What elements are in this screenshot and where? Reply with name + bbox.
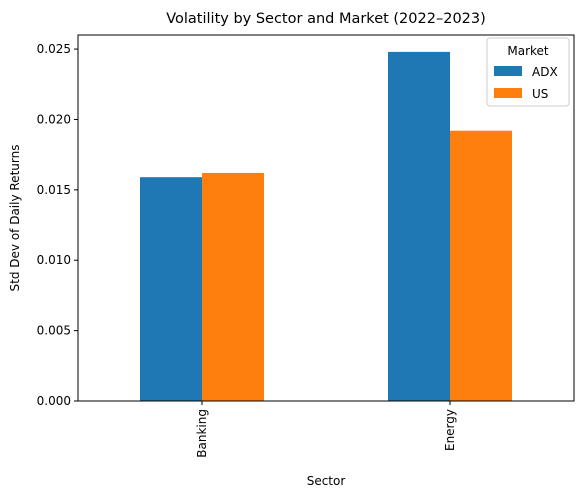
bar-us-banking — [202, 172, 264, 401]
y-tick-label: 0.005 — [37, 324, 71, 338]
y-tick-label: 0.010 — [37, 253, 71, 267]
legend-swatch-us — [494, 88, 522, 98]
y-tick-label: 0.020 — [37, 112, 71, 126]
y-tick-label: 0.015 — [37, 183, 71, 197]
x-axis-label: Sector — [307, 474, 346, 488]
y-tick-label: 0.025 — [37, 42, 71, 56]
legend-label-us: US — [532, 87, 548, 101]
bar-us-energy — [450, 130, 512, 401]
bars-group — [140, 51, 512, 402]
plot-area-frame — [77, 34, 575, 402]
y-tick-label: 0.000 — [37, 394, 71, 408]
legend-label-adx: ADX — [532, 65, 558, 79]
x-tick-label-banking: Banking — [195, 409, 209, 458]
legend-items: ADX US — [494, 65, 558, 101]
x-axis: Banking Energy — [195, 401, 457, 458]
y-axis-label: Std Dev of Daily Returns — [8, 145, 22, 292]
bar-adx-banking — [140, 177, 202, 401]
chart-title: Volatility by Sector and Market (2022–20… — [166, 11, 486, 27]
x-tick-label-energy: Energy — [443, 409, 457, 451]
legend: Market ADX US — [486, 37, 570, 107]
y-axis: 0.000 0.005 0.010 0.015 0.020 0.025 — [37, 42, 78, 408]
bar-adx-energy — [388, 51, 450, 402]
legend-swatch-adx — [494, 66, 522, 76]
legend-title: Market — [507, 44, 549, 58]
